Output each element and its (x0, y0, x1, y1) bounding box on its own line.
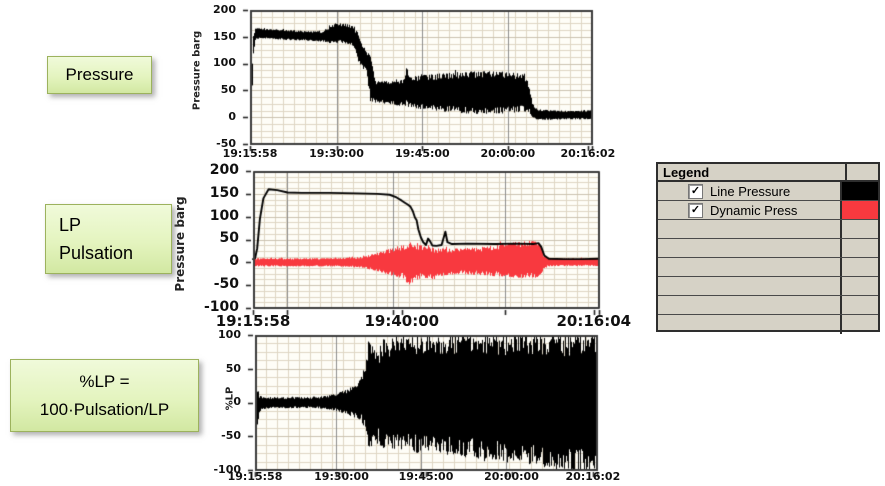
legend-checkbox[interactable]: ✓ (688, 202, 703, 218)
lp-pulsation-chart-x-tick-label: 20:16:04 (556, 312, 632, 330)
legend-empty-label-cell (658, 239, 840, 257)
pressure-chart-y-tick-label: 100 (213, 56, 236, 70)
percent-lp-label: %LP = 100·Pulsation/LP (10, 359, 199, 432)
pressure-chart-x-tick-label: 19:15:58 (222, 147, 278, 160)
percent-lp-chart-x-tick-label: 19:30:00 (314, 470, 369, 483)
legend-row[interactable]: ✓ Line Pressure (658, 182, 878, 201)
pressure-chart-y-tick-label: 50 (220, 83, 236, 97)
pressure-label: Pressure (47, 56, 152, 94)
legend-row-label-cell: ✓ Line Pressure (658, 182, 840, 200)
lp-pulsation-label: LP Pulsation (45, 204, 172, 274)
pressure-chart-canvas (242, 8, 595, 153)
percent-lp-label-text: 100·Pulsation/LP (39, 399, 170, 419)
pressure-chart-y-tick-label: 200 (213, 2, 236, 16)
lp-pulsation-chart-x-tick-label: 19:15:58 (215, 312, 291, 330)
legend-empty-row (658, 296, 878, 315)
percent-lp-chart-y-tick-label: -50 (221, 429, 241, 443)
lp-pulsation-chart-y-tick-label: 50 (219, 230, 239, 247)
pressure-chart-x-tick-label: 20:00:00 (480, 147, 536, 160)
legend-empty-swatch-cell (840, 315, 878, 334)
legend-empty-row (658, 315, 878, 334)
legend-swatch-column-header (845, 164, 878, 180)
percent-lp-chart-y-tick-label: 100 (218, 327, 241, 341)
percent-lp-chart-y-tick-label: 50 (225, 361, 241, 375)
legend-empty-row (658, 239, 878, 258)
legend-empty-label-cell (658, 296, 840, 314)
pressure-chart-y-tick-label: 150 (213, 29, 236, 43)
legend-empty-swatch-cell (840, 239, 878, 257)
pressure-chart-y-tick-label: 0 (228, 110, 236, 124)
percent-lp-chart-y-tick-label: -100 (213, 462, 241, 476)
pressure-chart-x-tick-label: 19:30:00 (309, 147, 364, 160)
legend-title: Legend (663, 165, 710, 180)
legend-header: Legend (658, 164, 878, 182)
percent-lp-chart-x-tick-label: 20:00:00 (484, 470, 539, 483)
legend-panel: Legend ✓ Line Pressure ✓ Dynamic Press (656, 162, 880, 334)
legend-empty-swatch-cell (840, 220, 878, 238)
percent-lp-chart-x-tick-label: 20:16:02 (565, 470, 621, 483)
lp-pulsation-chart-y-tick-label: 0 (229, 253, 239, 270)
legend-empty-row (658, 220, 878, 239)
lp-pulsation-chart-y-tick-label: 100 (209, 207, 239, 224)
legend-empty-label-cell (658, 277, 840, 295)
percent-lp-chart-y-tick-label: 0 (233, 395, 241, 409)
legend-empty-row (658, 277, 878, 296)
legend-row-label: Line Pressure (710, 183, 791, 199)
legend-empty-swatch-cell (840, 258, 878, 276)
percent-lp-chart-x-tick-label: 19:45:00 (398, 470, 454, 483)
legend-checkbox[interactable]: ✓ (688, 183, 703, 199)
legend-empty-label-cell (658, 220, 840, 238)
pressure-chart-x-tick-label: 19:45:00 (394, 147, 450, 160)
percent-lp-label-text: %LP = (79, 371, 130, 391)
lp-pulsation-chart-x-tick-label: 19:40:00 (364, 312, 440, 330)
lp-pulsation-label-text: Pulsation (59, 243, 134, 263)
pressure-label-text: Pressure (65, 65, 134, 84)
legend-empty-label-cell (658, 258, 840, 276)
pressure-chart-y-tick-label: -50 (216, 136, 236, 150)
legend-row-label: Dynamic Press (710, 202, 798, 218)
lp-pulsation-label-text: LP (59, 215, 82, 235)
lp-pulsation-chart-canvas (245, 169, 602, 317)
legend-color-swatch (840, 182, 878, 200)
legend-color-swatch (840, 201, 878, 219)
percent-lp-chart-x-tick-label: 19:15:58 (227, 470, 283, 483)
legend-row[interactable]: ✓ Dynamic Press (658, 201, 878, 220)
legend-row-label-cell: ✓ Dynamic Press (658, 201, 840, 219)
percent-lp-chart-canvas (247, 333, 600, 479)
legend-empty-row (658, 258, 878, 277)
lp-pulsation-chart-y-tick-label: -100 (203, 298, 239, 315)
lp-pulsation-chart-y-tick-label: 150 (209, 184, 239, 201)
lp-pulsation-chart-y-tick-label: 200 (209, 161, 239, 178)
legend-empty-swatch-cell (840, 277, 878, 295)
legend-empty-swatch-cell (840, 296, 878, 314)
pressure-chart-x-tick-label: 20:16:02 (560, 147, 616, 160)
legend-empty-label-cell (658, 315, 840, 334)
lp-pulsation-chart-y-tick-label: -50 (213, 276, 239, 293)
